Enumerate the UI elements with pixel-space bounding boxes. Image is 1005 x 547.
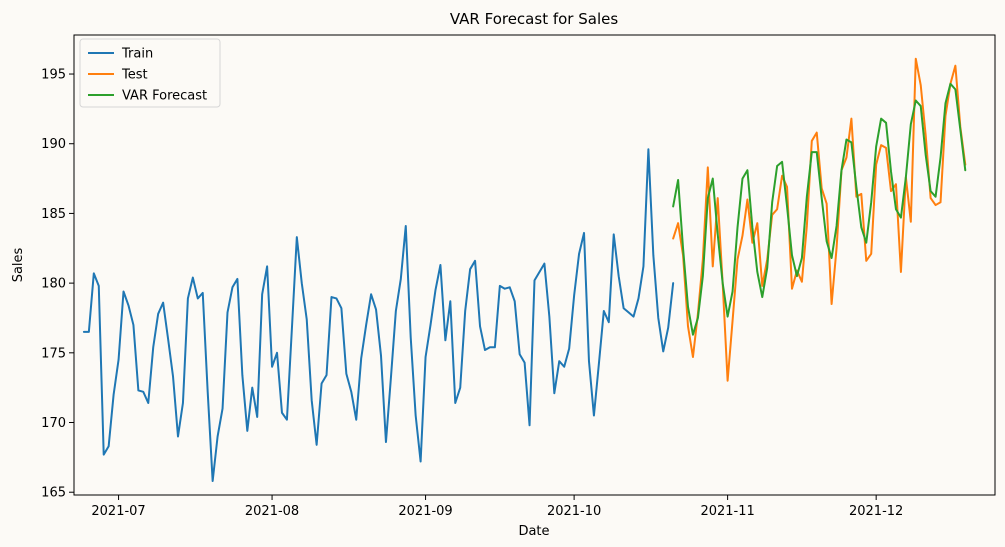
y-tick-label: 170: [41, 416, 66, 431]
x-axis-label: Date: [518, 524, 549, 539]
x-tick-label: 2021-09: [398, 504, 452, 519]
x-tick-label: 2021-10: [547, 504, 601, 519]
legend: Train Test VAR Forecast: [79, 38, 221, 108]
y-axis-label: Sales: [11, 247, 26, 282]
x-tick-label: 2021-08: [245, 504, 299, 519]
axes-frame: [73, 34, 996, 496]
x-tick-label: 2021-12: [849, 504, 903, 519]
y-tick-label: 180: [41, 277, 66, 292]
y-tick-label: 175: [41, 346, 66, 361]
plot-area: [74, 35, 995, 495]
legend-label: VAR Forecast: [122, 89, 207, 104]
series-lines: [82, 57, 967, 483]
series-line-train: [82, 148, 675, 483]
legend-label: Test: [121, 68, 148, 83]
x-tick-label: 2021-07: [91, 504, 145, 519]
series-line-var-forecast: [672, 82, 967, 336]
y-tick-label: 185: [41, 207, 66, 222]
y-tick-label: 165: [41, 486, 66, 501]
legend-label: Train: [121, 47, 153, 62]
y-tick-label: 190: [41, 137, 66, 152]
axes: 2021-07 2021-08 2021-09 2021-10 2021-11 2021-…: [41, 34, 996, 519]
y-tick-label: 195: [41, 68, 66, 83]
legend-box: [79, 38, 221, 108]
chart-title: VAR Forecast for Sales: [450, 10, 618, 28]
x-tick-label: 2021-11: [700, 504, 754, 519]
